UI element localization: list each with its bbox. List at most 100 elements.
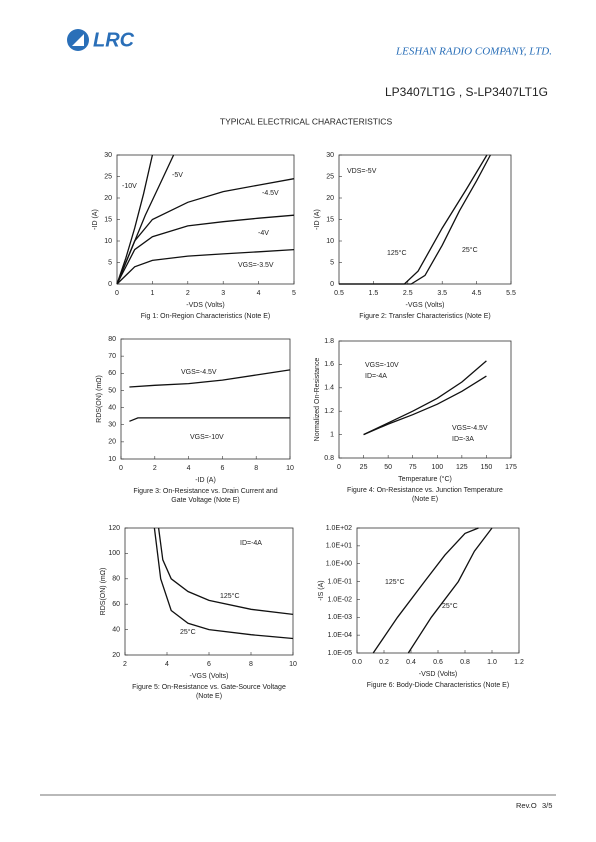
- y-axis-label: RDS(ON) (mΩ): [100, 568, 107, 616]
- revision: Rev.O: [516, 801, 537, 810]
- x-tick-label: 5.5: [506, 290, 516, 297]
- logo-text: LRC: [93, 29, 135, 51]
- curve-sublabel: ID=-4A: [365, 373, 387, 380]
- figure-caption: Figure 4: On-Resistance vs. Junction Tem…: [347, 487, 503, 494]
- annotation: ID=-4A: [240, 540, 262, 547]
- y-tick-label: 10: [326, 238, 334, 245]
- chart: 0.5 1.5 2.5 3.5 4.5 5.5 0 5 10 15 20 25 30 -VGS (Volt…: [314, 152, 516, 320]
- figure-caption: (Note E): [412, 496, 438, 503]
- x-tick-label: 3: [221, 290, 225, 297]
- curve-label: -5V: [172, 172, 183, 179]
- y-tick-label: 60: [108, 370, 116, 377]
- x-tick-label: 25: [360, 464, 368, 471]
- y-tick-label: 20: [112, 652, 120, 659]
- curve: [129, 417, 290, 422]
- y-tick-label: 1.0E+00: [326, 561, 352, 568]
- x-tick-label: 1: [150, 290, 154, 297]
- curve-label: 125°C: [220, 592, 240, 600]
- curve-label: -10V: [122, 183, 137, 190]
- x-tick-label: 1.2: [514, 659, 524, 666]
- company: LESHAN RADIO COMPANY, LTD.: [395, 46, 552, 58]
- y-tick-label: 80: [112, 576, 120, 583]
- x-tick-label: 0.8: [460, 659, 470, 666]
- y-axis-label: -ID (A): [92, 209, 99, 230]
- y-tick-label: 1.6: [324, 361, 334, 368]
- curve: [157, 527, 294, 616]
- x-tick-label: 1.5: [369, 290, 379, 297]
- y-tick-label: 0: [330, 281, 334, 288]
- x-tick-label: 150: [481, 464, 493, 471]
- curve-sublabel: ID=-3A: [452, 436, 474, 443]
- chart: 0.0 0.2 0.4 0.6 0.8 1.0 1.2 1.0E-05 1.0E-04 1.0E-…: [318, 525, 524, 689]
- curve-label: 25°C: [180, 628, 196, 636]
- y-tick-label: 10: [108, 456, 116, 463]
- curve: [363, 375, 487, 436]
- x-tick-label: 4: [257, 290, 261, 297]
- curve-label: VGS=-10V: [365, 362, 399, 369]
- x-tick-label: 100: [431, 464, 443, 471]
- curve-label: VGS=-3.5V: [238, 262, 274, 269]
- x-tick-label: 1.0: [487, 659, 497, 666]
- y-tick-label: 20: [104, 195, 112, 202]
- section-title: TYPICAL ELECTRICAL CHARACTERISTICS: [220, 116, 393, 126]
- part-number: LP3407LT1G , S-LP3407LT1G: [385, 85, 548, 99]
- figure-caption: Figure 3: On-Resistance vs. Drain Curren…: [133, 488, 277, 495]
- x-tick-label: 4.5: [472, 290, 482, 297]
- x-tick-label: 0.5: [334, 290, 344, 297]
- annotation: VDS=-5V: [347, 168, 377, 175]
- curve-label: -4.5V: [262, 190, 279, 197]
- y-tick-label: 25: [104, 173, 112, 180]
- chart: 0 25 50 75 100 125 150 175 0.8 1 1.2 1.4 1.6 1.8 Tempe…: [314, 338, 517, 503]
- x-tick-label: 2: [153, 465, 157, 472]
- x-tick-label: 125: [456, 464, 468, 471]
- y-tick-label: 1.0E-02: [327, 596, 352, 603]
- x-tick-label: 10: [286, 465, 294, 472]
- logo: LRC: [67, 29, 135, 51]
- x-tick-label: 2: [186, 290, 190, 297]
- x-tick-label: 3.5: [437, 290, 447, 297]
- x-tick-label: 0: [337, 464, 341, 471]
- y-tick-label: 40: [108, 404, 116, 411]
- x-tick-label: 0: [115, 290, 119, 297]
- curve: [116, 248, 295, 285]
- curve: [116, 214, 295, 285]
- y-tick-label: 30: [104, 152, 112, 159]
- y-tick-label: 1: [330, 431, 334, 438]
- y-tick-label: 1.8: [324, 338, 334, 345]
- y-tick-label: 40: [112, 626, 120, 633]
- figure-caption: (Note E): [196, 693, 222, 700]
- curve-label: VGS=-4.5V: [181, 369, 217, 376]
- figure-caption: Gate Voltage (Note E): [171, 497, 239, 504]
- page-number: 3/5: [542, 801, 552, 810]
- y-tick-label: 1.0E+02: [326, 525, 352, 532]
- curve: [129, 369, 291, 388]
- chart: 0 1 2 3 4 5 0 5 10 15 20 25 30 -VDS (Volts) -ID (A) Fig…: [92, 152, 296, 320]
- curve-label: -4V: [258, 230, 269, 237]
- x-tick-label: 5: [292, 290, 296, 297]
- x-tick-label: 0: [119, 465, 123, 472]
- y-tick-label: 1.2: [324, 408, 334, 415]
- x-axis-label: -VGS (Volts): [190, 673, 229, 680]
- y-tick-label: 30: [108, 422, 116, 429]
- plot-frame: [120, 338, 291, 460]
- plot-frame: [338, 340, 512, 459]
- curve-label: 25°C: [462, 246, 478, 254]
- y-tick-label: 1.4: [324, 385, 334, 392]
- curve: [116, 154, 154, 285]
- curve: [407, 527, 493, 654]
- x-tick-label: 8: [254, 465, 258, 472]
- y-tick-label: 60: [112, 601, 120, 608]
- plot-frame: [356, 527, 520, 654]
- figure-caption: Figure 2: Transfer Characteristics (Note…: [359, 313, 491, 320]
- figure-caption: Figure 5: On-Resistance vs. Gate-Source …: [132, 684, 286, 691]
- y-tick-label: 25: [326, 173, 334, 180]
- x-tick-label: 0.6: [433, 659, 443, 666]
- y-tick-label: 1.0E-04: [327, 632, 352, 639]
- y-tick-label: 0.8: [324, 455, 334, 462]
- y-tick-label: 1.0E-03: [327, 614, 352, 621]
- y-tick-label: 50: [108, 387, 116, 394]
- curve: [372, 527, 479, 654]
- x-tick-label: 4: [187, 465, 191, 472]
- y-tick-label: 15: [104, 216, 112, 223]
